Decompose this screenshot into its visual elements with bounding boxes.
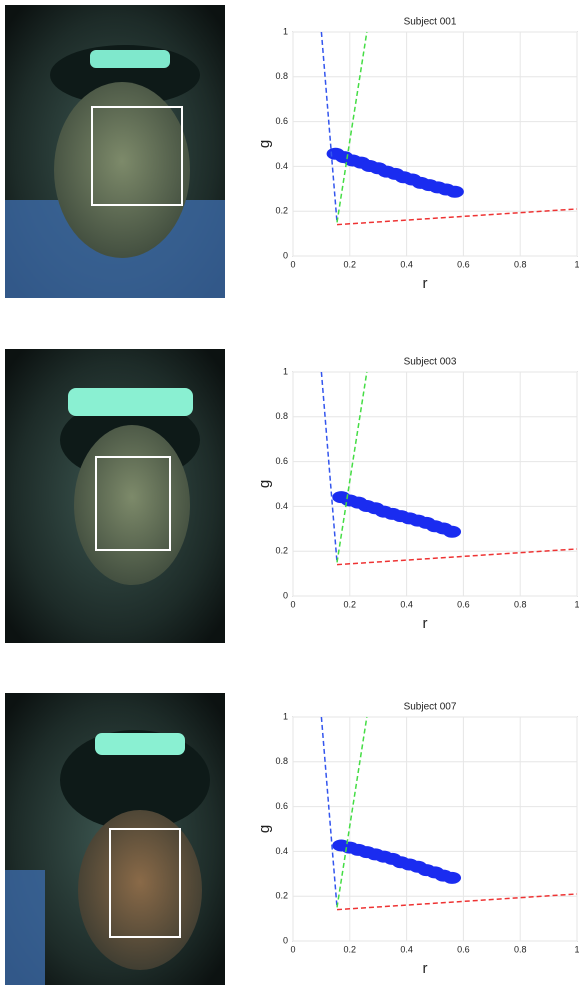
x-tick-label: 0.2 <box>344 599 357 609</box>
plot-area <box>293 372 577 596</box>
x-tick-label: 0.2 <box>344 259 357 269</box>
y-tick-label: 0.8 <box>275 411 288 421</box>
y-axis-label: g <box>256 140 273 148</box>
point <box>443 872 461 884</box>
y-tick-label: 0.8 <box>275 756 288 766</box>
x-tick-label: 1 <box>574 259 579 269</box>
y-tick-label: 0 <box>283 935 288 945</box>
chart-title: Subject 007 <box>404 702 457 713</box>
y-axis-label: g <box>256 480 273 488</box>
x-tick-label: 0 <box>290 599 295 609</box>
x-tick-label: 0.6 <box>457 599 470 609</box>
y-tick-label: 0.8 <box>275 71 288 81</box>
point <box>443 526 461 538</box>
page: {"chart_data": [ {"type": "scatter", "ti… <box>0 0 579 987</box>
y-tick-label: 0.4 <box>275 161 288 171</box>
x-tick-label: 0.8 <box>514 259 527 269</box>
plot-area <box>293 717 577 941</box>
y-tick-label: 0 <box>283 250 288 260</box>
x-tick-label: 0.6 <box>457 259 470 269</box>
point <box>446 186 464 198</box>
x-tick-label: 0.8 <box>514 599 527 609</box>
figure: 0 0.2 0.4 0.6 0.8 1 0 0.2 0.4 0.6 0.8 1 Subject 001 r… <box>0 0 579 987</box>
x-tick-label: 0.4 <box>400 599 413 609</box>
x-axis-label: r <box>423 960 428 977</box>
x-tick-label: 0.2 <box>344 944 357 954</box>
photo-2 <box>5 349 225 643</box>
x-tick-label: 1 <box>574 944 579 954</box>
y-tick-label: 0.2 <box>275 891 288 901</box>
x-tick-label: 0.8 <box>514 944 527 954</box>
x-tick-label: 0.6 <box>457 944 470 954</box>
y-tick-label: 1 <box>283 366 288 376</box>
x-tick-label: 0 <box>290 944 295 954</box>
x-tick-label: 0.4 <box>400 944 413 954</box>
y-tick-label: 0.6 <box>275 801 288 811</box>
y-tick-label: 0.6 <box>275 116 288 126</box>
photo-1 <box>5 5 225 298</box>
chart-title: Subject 001 <box>404 17 457 28</box>
x-axis-label: r <box>423 615 428 632</box>
y-tick-label: 0.2 <box>275 546 288 556</box>
x-tick-label: 0 <box>290 259 295 269</box>
y-axis-label: g <box>256 825 273 833</box>
y-tick-label: 0.2 <box>275 206 288 216</box>
photo-3 <box>5 693 225 985</box>
plot-area <box>293 32 577 256</box>
x-tick-label: 0.4 <box>400 259 413 269</box>
y-tick-label: 0.4 <box>275 501 288 511</box>
y-tick-label: 0 <box>283 590 288 600</box>
x-axis-label: r <box>423 275 428 292</box>
chart-title: Subject 003 <box>404 357 457 368</box>
y-tick-label: 0.6 <box>275 456 288 466</box>
y-tick-label: 1 <box>283 26 288 36</box>
y-tick-label: 0.4 <box>275 846 288 856</box>
y-tick-label: 1 <box>283 711 288 721</box>
x-tick-label: 1 <box>574 599 579 609</box>
